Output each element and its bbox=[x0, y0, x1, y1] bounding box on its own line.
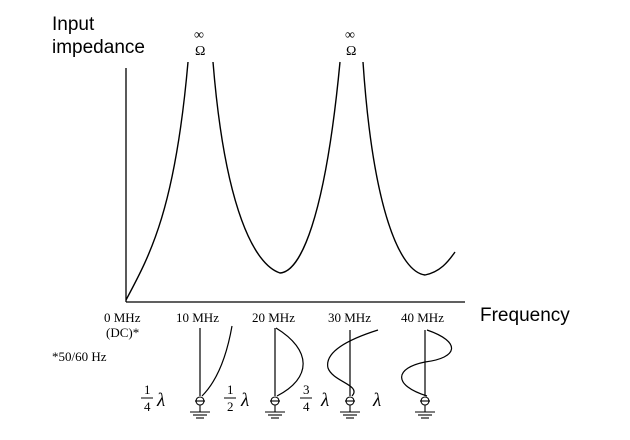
antenna-quarter-wave bbox=[199, 325, 233, 397]
fraction-three-quarter-num: 3 bbox=[303, 382, 310, 397]
impedance-curve bbox=[125, 61, 456, 301]
tick-label-10: 10 MHz bbox=[176, 310, 219, 325]
fraction-quarter-den: 4 bbox=[144, 399, 151, 414]
feed-ground-1 bbox=[190, 396, 210, 419]
footnote: *50/60 Hz bbox=[52, 349, 107, 364]
lambda-half: λ bbox=[241, 390, 250, 411]
infinity-symbol-2: ∞ bbox=[345, 28, 355, 43]
lambda-three-quarter: λ bbox=[321, 390, 330, 411]
x-axis-label: Frequency bbox=[480, 305, 570, 326]
antenna-full-wave bbox=[401, 329, 453, 397]
feed-ground-3 bbox=[340, 396, 360, 419]
tick-label-40: 40 MHz bbox=[401, 310, 444, 325]
lambda-quarter: λ bbox=[157, 390, 166, 411]
feed-ground-2 bbox=[265, 396, 285, 419]
tick-label-0: 0 MHz bbox=[104, 310, 141, 325]
ohm-symbol-1: Ω bbox=[195, 44, 206, 59]
feed-ground-4 bbox=[415, 396, 435, 419]
tick-note-dc: (DC)* bbox=[106, 325, 140, 340]
fraction-three-quarter-den: 4 bbox=[303, 399, 310, 414]
lambda-full: λ bbox=[373, 390, 382, 411]
antenna-half-wave bbox=[274, 327, 304, 397]
fraction-half-num: 1 bbox=[227, 382, 234, 397]
infinity-symbol-1: ∞ bbox=[194, 28, 204, 43]
tick-label-20: 20 MHz bbox=[252, 310, 295, 325]
ohm-symbol-2: Ω bbox=[346, 44, 357, 59]
y-axis-label-line2: impedance bbox=[52, 37, 145, 58]
tick-label-30: 30 MHz bbox=[328, 310, 371, 325]
y-axis-label-line1: Input bbox=[52, 14, 95, 35]
antenna-three-quarter-wave bbox=[327, 329, 379, 397]
fraction-quarter-num: 1 bbox=[144, 382, 151, 397]
fraction-half-den: 2 bbox=[227, 399, 234, 414]
